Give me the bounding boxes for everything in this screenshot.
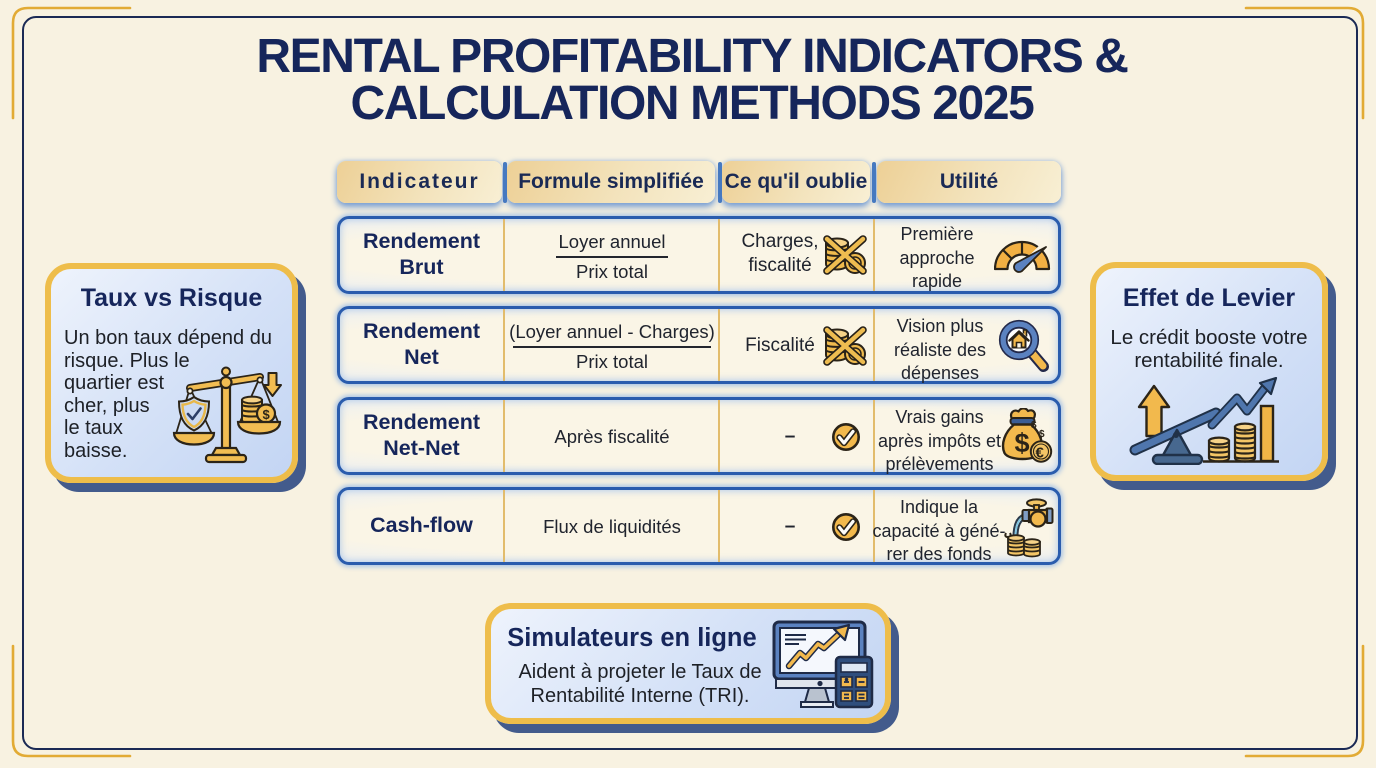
svg-text:$: $ [263, 407, 271, 422]
svg-text:$: $ [1031, 420, 1037, 431]
svg-text:$: $ [1039, 429, 1045, 440]
svg-text:€: € [1036, 445, 1045, 462]
svg-text:$: $ [1015, 428, 1030, 458]
